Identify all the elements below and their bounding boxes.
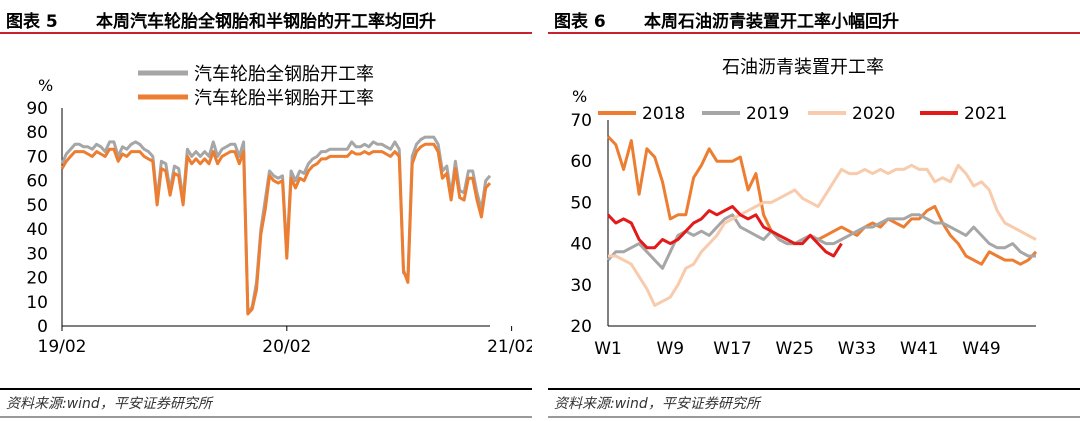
asphalt-operating-rate-chart: 石油沥青装置开工率% 20 30 40 50 60 70 W1 W9 W17 W25 W33 W41 W4… <box>570 57 1038 359</box>
source-note: 资料来源:wind，平安证券研究所 <box>6 396 212 412</box>
legend-label: 汽车轮胎全钢胎开工率 <box>194 64 374 85</box>
legend-label: 2018 <box>642 104 685 124</box>
chart-title: 石油沥青装置开工率 <box>722 57 884 78</box>
figure-title: 本周石油沥青装置开工率小幅回升 <box>644 12 899 32</box>
y-tick-label: 10 <box>26 293 48 313</box>
legend-label: 汽车轮胎半钢胎开工率 <box>194 88 374 109</box>
y-tick-label: 40 <box>26 220 48 240</box>
y-tick-label: 30 <box>26 244 48 264</box>
series-line <box>606 213 1036 270</box>
figure-panel-left: 图表 5 本周汽车轮胎全钢胎和半钢胎的开工率均回升 % 0 10 20 30 40 50 60… <box>0 0 532 422</box>
y-tick-label: 80 <box>26 123 48 143</box>
y-tick-label: 50 <box>570 193 592 213</box>
figure-panel-right: 图表 6 本周石油沥青装置开工率小幅回升 石油沥青装置开工率% 20 30 40 50 6… <box>548 0 1080 422</box>
y-tick-label: 70 <box>26 147 48 167</box>
x-tick-label: W25 <box>776 339 814 359</box>
figure-header: 图表 5 本周汽车轮胎全钢胎和半钢胎的开工率均回升 <box>0 4 532 34</box>
series-line <box>608 163 1037 307</box>
y-tick-label: 60 <box>570 152 592 172</box>
figure-header: 图表 6 本周石油沥青装置开工率小幅回升 <box>548 4 1080 34</box>
figure-footer: 资料来源:wind，平安证券研究所 <box>548 388 1080 418</box>
x-tick-label: W1 <box>594 339 622 359</box>
y-tick-label: 40 <box>570 235 592 255</box>
x-tick-label: W17 <box>713 339 751 359</box>
legend-label: 2019 <box>746 104 789 124</box>
figure-title: 本周汽车轮胎全钢胎和半钢胎的开工率均回升 <box>96 12 436 32</box>
y-unit-label: % <box>38 76 53 95</box>
y-tick-label: 20 <box>570 317 592 337</box>
x-tick-label: 20/02 <box>262 337 311 357</box>
series-line <box>60 135 492 316</box>
y-tick-label: 20 <box>26 269 48 289</box>
y-tick-label: 70 <box>570 111 592 131</box>
y-tick-label: 30 <box>570 276 592 296</box>
y-tick-label: 50 <box>26 196 48 216</box>
source-note: 资料来源:wind，平安证券研究所 <box>554 396 760 412</box>
x-tick-label: 19/02 <box>38 337 87 357</box>
y-tick-label: 60 <box>26 172 48 192</box>
x-tick-label: W9 <box>656 339 684 359</box>
series-line <box>606 205 843 258</box>
legend-label: 2021 <box>964 104 1007 124</box>
x-tick-label: W33 <box>838 339 876 359</box>
y-unit-label: % <box>572 87 587 106</box>
x-tick-label: W41 <box>900 339 938 359</box>
y-tick-label: 90 <box>26 99 48 119</box>
figure-number: 图表 5 <box>6 12 58 32</box>
figure-number: 图表 6 <box>554 12 606 32</box>
tire-operating-rate-chart: % 0 10 20 30 40 50 60 70 80 90 19/02 20/02 21/02 汽车轮胎全… <box>26 64 532 357</box>
legend-label: 2020 <box>852 104 895 124</box>
x-tick-label: W49 <box>962 339 1000 359</box>
figure-footer: 资料来源:wind，平安证券研究所 <box>0 388 532 418</box>
x-tick-label: 21/02 <box>487 337 532 357</box>
series-line <box>60 142 492 316</box>
y-tick-label: 0 <box>37 317 48 337</box>
series-line <box>606 135 1038 266</box>
